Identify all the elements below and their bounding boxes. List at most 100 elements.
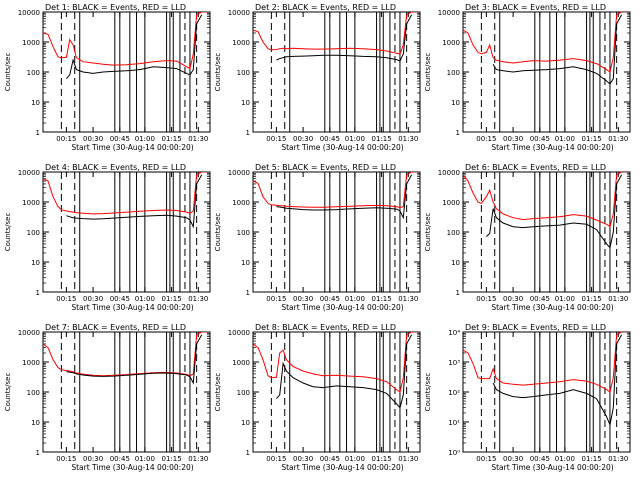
x-tick-label: 01:00 bbox=[555, 135, 575, 143]
x-tick-label: 01:30 bbox=[188, 295, 208, 303]
x-tick-label: 01:00 bbox=[345, 135, 365, 143]
events-series-line bbox=[66, 14, 203, 80]
x-tick-label: 01:00 bbox=[345, 455, 365, 463]
x-tick-label: 00:30 bbox=[83, 295, 103, 303]
y-tick-label: 10000 bbox=[228, 329, 250, 337]
x-tick-label: 01:15 bbox=[371, 135, 391, 143]
detector-panel-4: Det 4: BLACK = Events, RED = LLD 1 10 100 10… bbox=[4, 163, 211, 312]
y-tick-label: 10 bbox=[241, 99, 250, 107]
x-tick-label: 00:45 bbox=[320, 295, 340, 303]
y-tick-label: 10 bbox=[31, 419, 40, 427]
x-tick-label: 01:00 bbox=[345, 295, 365, 303]
x-tick-label: 00:30 bbox=[83, 135, 103, 143]
y-tick-label: 1000 bbox=[22, 39, 40, 47]
x-tick-label: 00:15 bbox=[476, 455, 496, 463]
x-tick-label: 01:00 bbox=[135, 135, 155, 143]
y-axis-label: Counts/sec bbox=[4, 53, 12, 92]
x-tick-label: 01:30 bbox=[188, 455, 208, 463]
x-axis-label: Start Time (30-Aug-14 00:00:20) bbox=[281, 463, 403, 472]
y-tick-label: 10⁰ bbox=[448, 449, 460, 457]
x-tick-label: 01:30 bbox=[188, 135, 208, 143]
x-tick-label: 01:15 bbox=[581, 295, 601, 303]
x-tick-label: 01:30 bbox=[608, 455, 628, 463]
y-axis-label: Counts/sec bbox=[424, 53, 432, 92]
lld-series-line bbox=[43, 172, 207, 215]
events-series-line bbox=[492, 14, 623, 85]
x-tick-label: 00:30 bbox=[503, 295, 523, 303]
y-axis-label: Counts/sec bbox=[214, 213, 222, 252]
panel-title: Det 2: BLACK = Events, RED = LLD bbox=[255, 3, 396, 12]
y-tick-label: 1000 bbox=[22, 359, 40, 367]
y-tick-label: 10 bbox=[451, 99, 460, 107]
y-tick-label: 10000 bbox=[438, 169, 460, 177]
x-tick-label: 00:45 bbox=[110, 295, 130, 303]
x-tick-label: 00:45 bbox=[110, 455, 130, 463]
y-tick-label: 100 bbox=[237, 69, 250, 77]
x-tick-label: 00:45 bbox=[530, 135, 550, 143]
y-tick-label: 10 bbox=[31, 259, 40, 267]
y-tick-label: 10 bbox=[451, 259, 460, 267]
y-tick-label: 1 bbox=[246, 129, 250, 137]
y-tick-label: 1 bbox=[36, 129, 40, 137]
y-tick-label: 100 bbox=[447, 69, 460, 77]
lld-series-line bbox=[463, 332, 627, 393]
x-tick-label: 00:15 bbox=[476, 135, 496, 143]
events-series-line bbox=[276, 14, 413, 62]
y-axis-label: Counts/sec bbox=[424, 213, 432, 252]
x-tick-label: 00:30 bbox=[503, 455, 523, 463]
detector-panel-3: Det 3: BLACK = Events, RED = LLD 1 10 100 10… bbox=[424, 3, 631, 152]
y-tick-label: 1000 bbox=[232, 199, 250, 207]
y-tick-label: 1 bbox=[36, 449, 40, 457]
x-tick-label: 00:45 bbox=[530, 295, 550, 303]
lld-series-line bbox=[43, 332, 207, 377]
x-tick-label: 00:30 bbox=[503, 135, 523, 143]
detector-panel-6: Det 6: BLACK = Events, RED = LLD 1 10 100 10… bbox=[424, 163, 631, 312]
detector-panel-5: Det 5: BLACK = Events, RED = LLD 1 10 100 10… bbox=[214, 163, 421, 312]
y-tick-label: 1 bbox=[456, 289, 460, 297]
y-axis-label: Counts/sec bbox=[4, 213, 12, 252]
panel-title: Det 4: BLACK = Events, RED = LLD bbox=[45, 163, 186, 172]
x-tick-label: 01:15 bbox=[371, 295, 391, 303]
y-tick-label: 1000 bbox=[442, 199, 460, 207]
events-series-line bbox=[276, 174, 413, 220]
y-tick-label: 10000 bbox=[18, 9, 40, 17]
events-series-line bbox=[492, 334, 623, 427]
y-tick-label: 10000 bbox=[18, 329, 40, 337]
panel-title: Det 5: BLACK = Events, RED = LLD bbox=[255, 163, 396, 172]
panel-title: Det 3: BLACK = Events, RED = LLD bbox=[465, 3, 606, 12]
lld-series-line bbox=[43, 12, 207, 70]
detector-panel-8: Det 8: BLACK = Events, RED = LLD 1 10 100 10… bbox=[214, 323, 421, 472]
y-tick-label: 10000 bbox=[18, 169, 40, 177]
y-tick-label: 100 bbox=[27, 69, 40, 77]
x-tick-label: 01:15 bbox=[161, 135, 181, 143]
x-axis-label: Start Time (30-Aug-14 00:00:20) bbox=[71, 143, 193, 152]
x-tick-label: 01:15 bbox=[581, 455, 601, 463]
events-series-line bbox=[276, 334, 413, 409]
x-tick-label: 01:30 bbox=[608, 135, 628, 143]
x-tick-label: 00:45 bbox=[530, 455, 550, 463]
y-tick-label: 100 bbox=[447, 229, 460, 237]
y-tick-label: 10000 bbox=[228, 169, 250, 177]
y-tick-label: 1 bbox=[246, 449, 250, 457]
x-tick-label: 00:15 bbox=[266, 455, 286, 463]
x-tick-label: 01:00 bbox=[135, 295, 155, 303]
panel-title: Det 6: BLACK = Events, RED = LLD bbox=[465, 163, 606, 172]
y-tick-label: 10 bbox=[241, 259, 250, 267]
y-tick-label: 1000 bbox=[232, 39, 250, 47]
detector-panel-9: Det 9: BLACK = Events, RED = LLD 10⁰ 10¹ 10… bbox=[424, 323, 631, 472]
x-tick-label: 01:30 bbox=[398, 295, 418, 303]
lld-series-line bbox=[463, 172, 627, 228]
x-tick-label: 00:45 bbox=[110, 135, 130, 143]
x-tick-label: 00:30 bbox=[293, 295, 313, 303]
panel-title: Det 1: BLACK = Events, RED = LLD bbox=[45, 3, 186, 12]
x-tick-label: 00:15 bbox=[266, 135, 286, 143]
y-tick-label: 10000 bbox=[228, 9, 250, 17]
lld-series-line bbox=[253, 172, 417, 209]
x-axis-label: Start Time (30-Aug-14 00:00:20) bbox=[281, 143, 403, 152]
y-tick-label: 1000 bbox=[232, 359, 250, 367]
x-tick-label: 01:15 bbox=[161, 295, 181, 303]
x-axis-label: Start Time (30-Aug-14 00:00:20) bbox=[281, 303, 403, 312]
x-tick-label: 01:15 bbox=[371, 455, 391, 463]
y-axis-label: Counts/sec bbox=[214, 373, 222, 412]
x-tick-label: 00:30 bbox=[83, 455, 103, 463]
